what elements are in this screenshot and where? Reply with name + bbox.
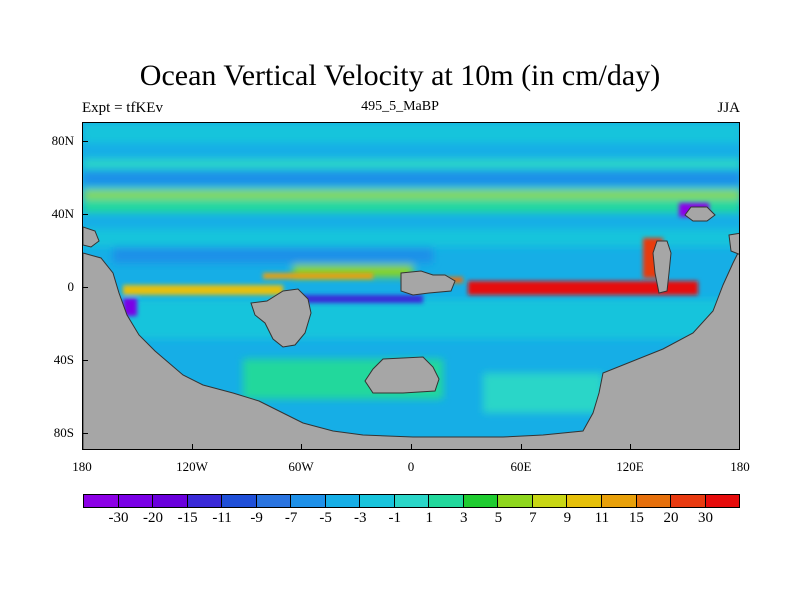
- experiment-label: Expt = tfKEv: [82, 100, 163, 116]
- x-tickmark: [521, 444, 522, 450]
- velocity-field: [83, 123, 739, 449]
- colorbar-label: -15: [177, 510, 198, 526]
- y-tickmark: [82, 287, 88, 288]
- colorbar-swatch: [186, 494, 223, 508]
- y-tick-40s: 40S: [53, 352, 74, 367]
- x-tick-120w: 120W: [176, 459, 208, 474]
- y-tick-0: 0: [67, 279, 75, 294]
- colorbar-label: -9: [250, 510, 263, 526]
- velocity-bands: [83, 123, 739, 413]
- x-tickmark: [301, 444, 302, 450]
- y-tick-80s: 80S: [53, 425, 74, 440]
- colorbar-label: 7: [529, 510, 537, 526]
- x-tick-0: 0: [407, 459, 415, 474]
- colorbar-label: -3: [353, 510, 367, 526]
- colorbar-label: -7: [284, 510, 298, 526]
- colorbar-label: 15: [628, 510, 644, 526]
- colorbar-swatch: [428, 494, 464, 508]
- colorbar-swatch: [255, 494, 292, 508]
- colorbar-swatch: [635, 494, 672, 508]
- map-title: Ocean Vertical Velocity at 10m (in cm/da…: [139, 59, 661, 92]
- colorbar-label: -20: [143, 510, 164, 526]
- y-tickmark: [82, 214, 88, 215]
- x-tick-180e: 180: [730, 459, 750, 474]
- colorbar-label: 9: [563, 510, 572, 526]
- colorbar-swatch: [324, 494, 361, 508]
- y-tick-80n: 80N: [51, 133, 74, 148]
- colorbar-swatch: [497, 494, 533, 508]
- x-tick-60e: 60E: [510, 459, 532, 474]
- colorbar-swatch: [290, 494, 326, 508]
- colorbar-label: -5: [319, 510, 332, 526]
- x-tick-180w: 180: [72, 459, 92, 474]
- colorbar-swatch: [117, 494, 154, 508]
- y-tickmark: [82, 433, 88, 434]
- y-tick-40n: 40N: [51, 206, 74, 221]
- colorbar-label: -30: [108, 510, 129, 526]
- period-label: 495_5_MaBP: [361, 99, 439, 114]
- map-plot-area: [82, 122, 740, 450]
- colorbar-label: -1: [388, 510, 401, 526]
- land-masses: [83, 206, 739, 449]
- colorbar-label: 5: [494, 510, 503, 526]
- colorbar-label: -11: [212, 510, 232, 526]
- y-tickmark: [82, 360, 88, 361]
- colorbar-swatch: [531, 494, 568, 508]
- x-tick-120e: 120E: [616, 459, 644, 474]
- colorbar-label: 20: [663, 510, 679, 526]
- colorbar-swatch: [393, 494, 430, 508]
- colorbar-swatch: [670, 494, 706, 508]
- colorbar-swatch: [152, 494, 188, 508]
- colorbar-label: 3: [460, 510, 468, 526]
- x-tickmark: [630, 444, 631, 450]
- x-tickmark: [411, 444, 412, 450]
- colorbar-swatch: [704, 494, 741, 508]
- colorbar-label: 1: [425, 510, 434, 526]
- colorbar-swatch: [462, 494, 499, 508]
- colorbar: [83, 494, 741, 508]
- season-label: JJA: [717, 100, 740, 116]
- colorbar-swatch: [359, 494, 395, 508]
- colorbar-swatch: [566, 494, 602, 508]
- colorbar-label: 30: [697, 510, 713, 526]
- x-tick-60w: 60W: [288, 459, 314, 474]
- colorbar-label: 11: [594, 510, 610, 526]
- colorbar-swatch: [600, 494, 637, 508]
- colorbar-swatch: [83, 494, 119, 508]
- y-tickmark: [82, 141, 88, 142]
- x-tickmark: [192, 444, 193, 450]
- colorbar-swatch: [221, 494, 257, 508]
